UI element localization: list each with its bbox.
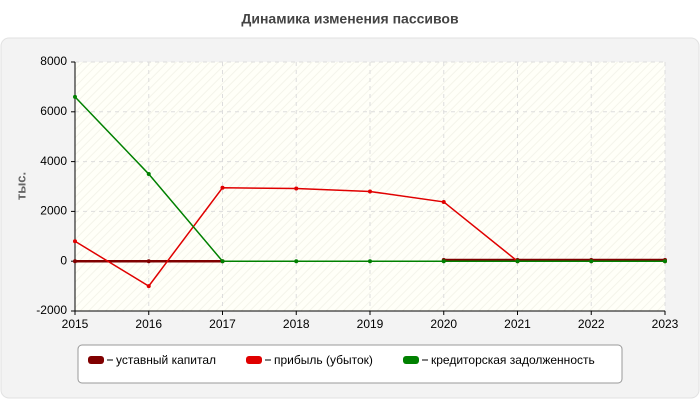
y-tick-label: -2000 bbox=[36, 303, 67, 317]
point bbox=[73, 259, 77, 264]
point bbox=[146, 172, 151, 177]
legend-label: прибыль (убыток) bbox=[274, 353, 373, 367]
point bbox=[441, 259, 446, 264]
legend-label: кредиторская задолженность bbox=[431, 353, 595, 367]
point bbox=[146, 284, 151, 289]
point bbox=[73, 239, 77, 244]
chart-title: Динамика изменения пассивов bbox=[241, 11, 459, 27]
legend-swatch bbox=[246, 356, 262, 364]
y-tick-label: 6000 bbox=[40, 104, 67, 118]
legend-swatch bbox=[88, 356, 104, 364]
y-tick-label: 8000 bbox=[40, 54, 67, 68]
point bbox=[368, 189, 372, 194]
x-tick-label: 2017 bbox=[209, 317, 236, 331]
x-tick-label: 2020 bbox=[430, 317, 457, 331]
legend bbox=[77, 344, 623, 384]
point bbox=[441, 199, 446, 204]
point bbox=[294, 186, 299, 191]
point bbox=[146, 259, 151, 264]
x-tick-label: 2021 bbox=[504, 317, 531, 331]
legend-swatch bbox=[403, 356, 419, 364]
x-tick-label: 2018 bbox=[283, 317, 310, 331]
y-tick-label: 4000 bbox=[40, 154, 67, 168]
x-tick-label: 2016 bbox=[135, 317, 162, 331]
point bbox=[663, 259, 667, 264]
x-tick-label: 2022 bbox=[578, 317, 605, 331]
x-tick-label: 2019 bbox=[357, 317, 384, 331]
point bbox=[589, 259, 594, 264]
point bbox=[294, 259, 299, 264]
point bbox=[220, 185, 225, 190]
point bbox=[368, 259, 372, 264]
point bbox=[73, 94, 77, 99]
legend-label: уставный капитал bbox=[116, 353, 216, 367]
y-axis-label: тыс. bbox=[13, 172, 28, 200]
point bbox=[515, 259, 520, 264]
point bbox=[220, 259, 225, 264]
y-tick-label: 0 bbox=[60, 253, 67, 267]
x-tick-label: 2015 bbox=[62, 317, 89, 331]
x-tick-label: 2023 bbox=[652, 317, 679, 331]
y-tick-label: 2000 bbox=[40, 204, 67, 218]
